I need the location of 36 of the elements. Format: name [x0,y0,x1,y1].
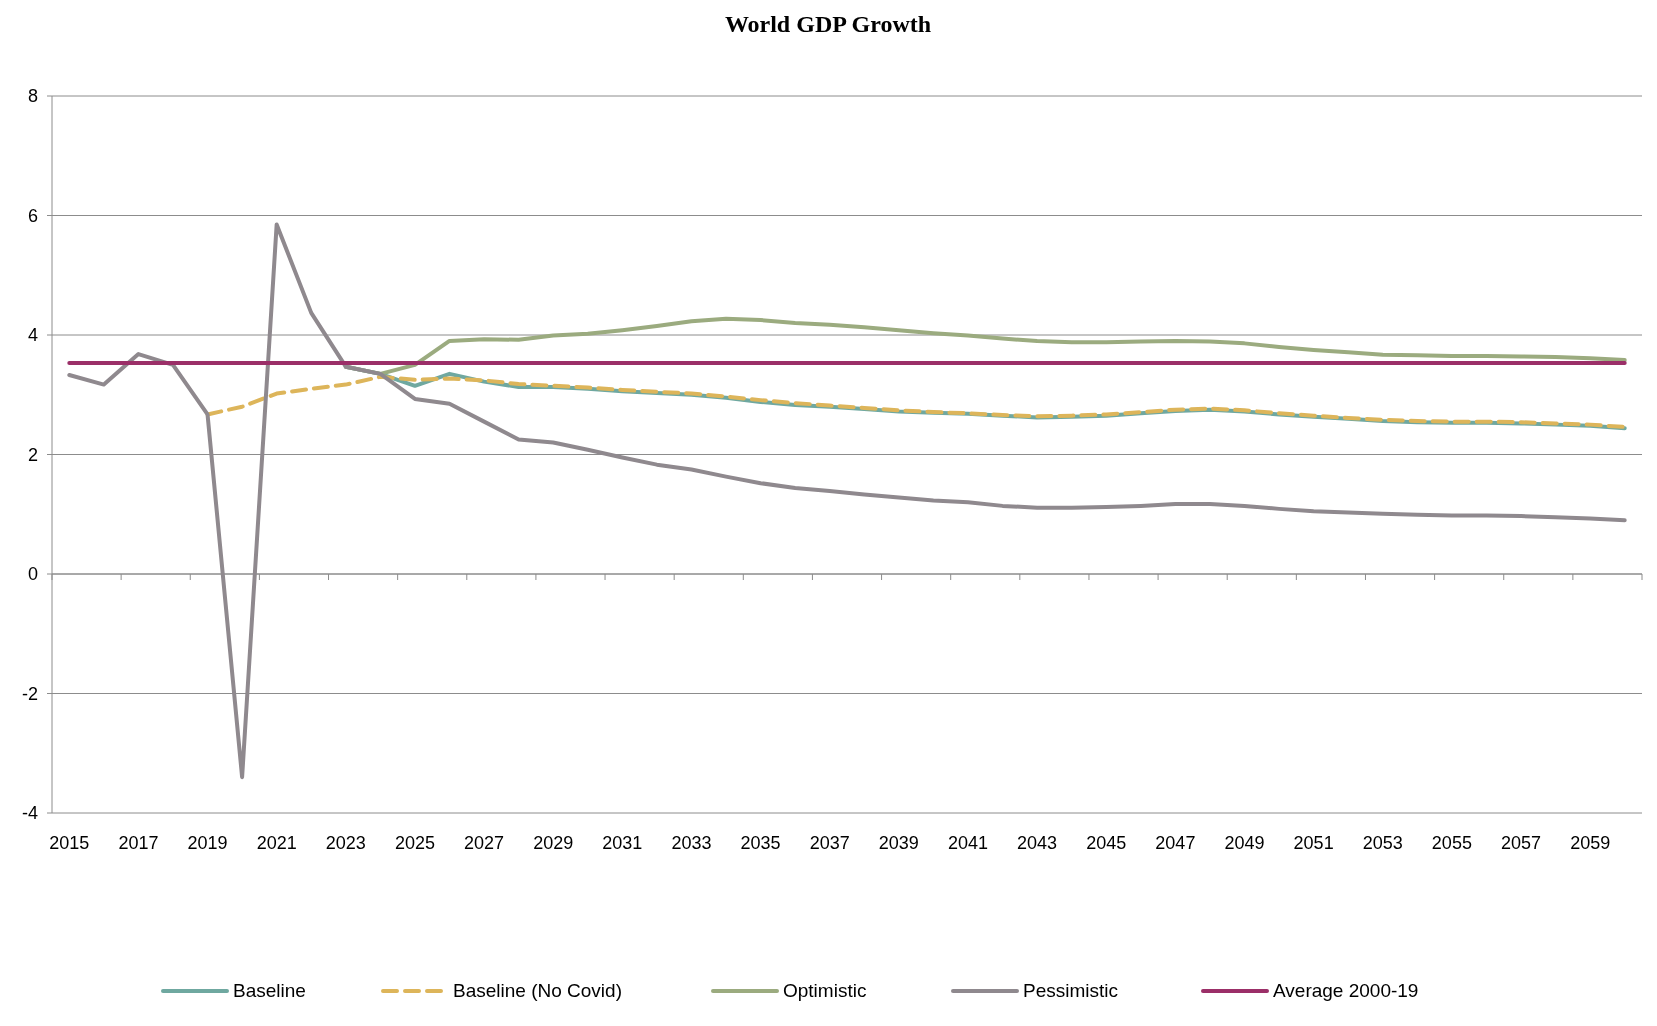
x-tick-label: 2037 [809,833,850,853]
y-tick-label: -2 [21,683,38,704]
x-tick-label: 2049 [1224,833,1265,853]
x-tick-label: 2041 [947,833,988,853]
x-tick-label: 2035 [740,833,781,853]
x-tick-label: 2045 [1086,833,1127,853]
legend-label: Baseline (No Covid) [453,980,622,1001]
x-tick-label: 2019 [187,833,228,853]
x-tick-label: 2043 [1017,833,1058,853]
legend-label: Baseline [233,980,306,1001]
x-tick-label: 2057 [1501,833,1542,853]
chart-title: World GDP Growth [724,11,932,37]
legend-label: Pessimistic [1023,980,1119,1001]
x-tick-label: 2051 [1293,833,1334,853]
y-tick-label: 4 [27,325,38,345]
x-tick-label: 2023 [325,833,366,853]
x-tick-label: 2059 [1570,833,1611,853]
x-tick-label: 2031 [602,833,643,853]
legend-label: Average 2000-19 [1273,980,1419,1001]
x-tick-label: 2055 [1431,833,1472,853]
y-tick-label: 8 [27,86,38,106]
x-tick-label: 2029 [533,833,574,853]
x-tick-label: 2025 [394,833,435,853]
x-tick-label: 2027 [464,833,505,853]
y-tick-label: 6 [27,205,38,226]
y-tick-label: 2 [27,444,38,465]
x-tick-label: 2047 [1155,833,1196,853]
x-tick-label: 2015 [49,833,90,853]
legend-label: Optimistic [783,980,867,1001]
x-tick-label: 2053 [1362,833,1403,853]
x-tick-label: 2017 [118,833,159,853]
x-tick-label: 2033 [671,833,712,853]
y-tick-label: -4 [21,803,38,823]
x-tick-label: 2021 [256,833,297,853]
x-tick-label: 2039 [878,833,919,853]
y-tick-label: 0 [27,564,38,584]
